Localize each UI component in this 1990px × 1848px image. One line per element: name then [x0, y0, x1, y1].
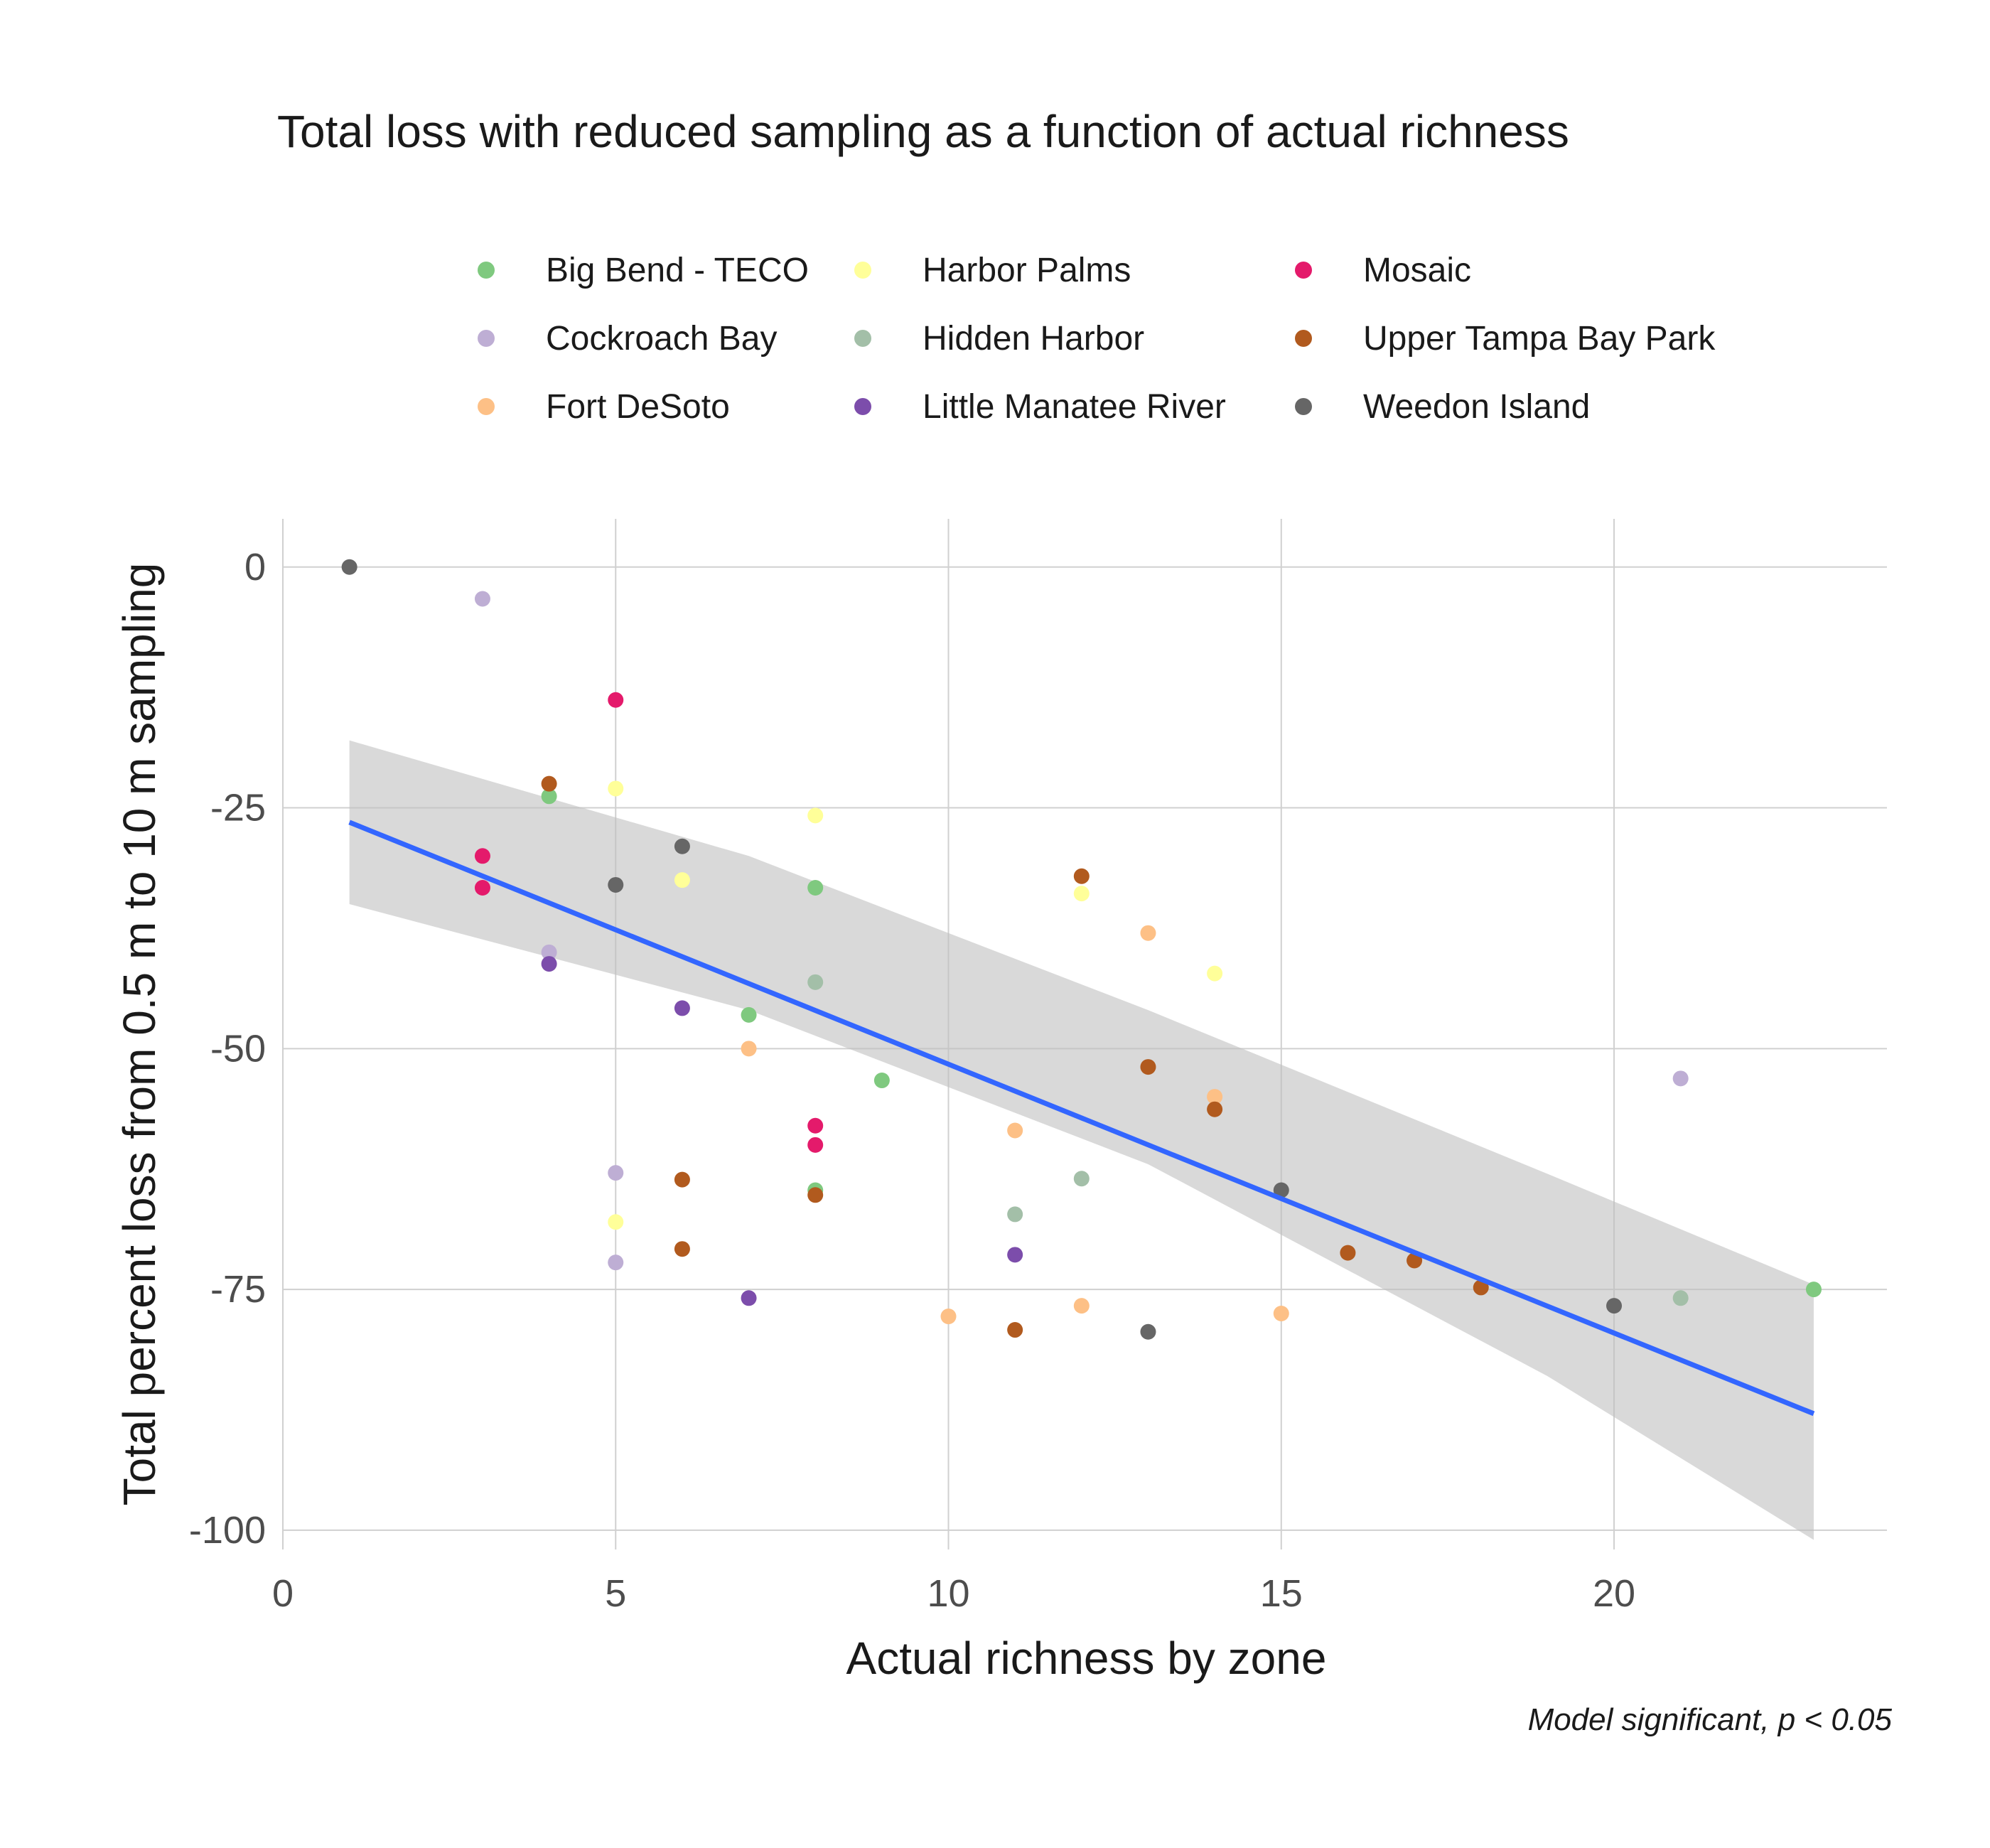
- point-hidden-harbor: [807, 974, 824, 990]
- point-mosaic: [807, 1137, 824, 1153]
- point-fort-desoto: [1273, 1305, 1289, 1321]
- point-harbor-palms: [1207, 965, 1223, 982]
- point-little-manatee-river: [541, 956, 557, 972]
- legend-item-big-bend-teco: Big Bend - TECO: [469, 249, 809, 291]
- significance-caption: Model significant, p < 0.05: [1527, 1702, 1892, 1737]
- legend-marker: [1295, 330, 1312, 347]
- x-axis-label: Actual richness by zone: [846, 1633, 1327, 1684]
- legend-marker: [854, 262, 871, 279]
- regression-line: [348, 820, 1815, 1417]
- y-tick-label: 0: [244, 546, 266, 589]
- point-big-bend-teco: [1805, 1282, 1822, 1298]
- legend-label: Harbor Palms: [923, 251, 1131, 289]
- legend-label: Big Bend - TECO: [546, 251, 809, 289]
- legend-item-weedon-island: Weedon Island: [1286, 385, 1590, 428]
- point-little-manatee-river: [741, 1290, 757, 1306]
- point-upper-tampa-bay-park: [674, 1171, 690, 1188]
- legend-item-cockroach-bay: Cockroach Bay: [469, 317, 777, 360]
- point-upper-tampa-bay-park: [1340, 1245, 1356, 1261]
- point-fort-desoto: [1140, 925, 1156, 941]
- point-weedon-island: [1273, 1182, 1289, 1198]
- legend-marker: [854, 398, 871, 415]
- point-big-bend-teco: [741, 1006, 757, 1023]
- point-big-bend-teco: [873, 1073, 890, 1089]
- point-upper-tampa-bay-park: [1140, 1059, 1156, 1075]
- point-harbor-palms: [674, 872, 690, 888]
- point-fort-desoto: [940, 1309, 957, 1325]
- x-tick-label: 15: [1260, 1572, 1303, 1615]
- y-axis-label: Total percent loss from 0.5 m to 10 m sa…: [114, 563, 165, 1506]
- point-harbor-palms: [608, 780, 624, 797]
- point-upper-tampa-bay-park: [1073, 868, 1090, 884]
- point-mosaic: [608, 692, 624, 708]
- legend-marker: [854, 330, 871, 347]
- y-tick-label: -50: [210, 1027, 266, 1070]
- legend-marker: [478, 330, 495, 347]
- point-weedon-island: [1606, 1298, 1623, 1314]
- point-mosaic: [474, 848, 490, 864]
- point-cockroach-bay: [608, 1255, 624, 1271]
- point-cockroach-bay: [1672, 1070, 1689, 1087]
- x-tick-label: 5: [605, 1572, 626, 1615]
- legend-label: Mosaic: [1363, 251, 1472, 289]
- legend-item-fort-desoto: Fort DeSoto: [469, 385, 730, 428]
- legend-item-hidden-harbor: Hidden Harbor: [846, 317, 1144, 360]
- point-weedon-island: [674, 838, 690, 854]
- point-weedon-island: [1140, 1323, 1156, 1340]
- point-upper-tampa-bay-park: [807, 1187, 824, 1203]
- point-fort-desoto: [1007, 1122, 1023, 1139]
- legend-label: Little Manatee River: [923, 387, 1226, 426]
- legend-marker: [478, 262, 495, 279]
- y-tick-label: -100: [189, 1509, 266, 1552]
- point-big-bend-teco: [541, 788, 557, 805]
- legend-label: Cockroach Bay: [546, 319, 778, 358]
- point-harbor-palms: [1073, 886, 1090, 902]
- point-hidden-harbor: [1672, 1290, 1689, 1306]
- point-harbor-palms: [807, 807, 824, 824]
- confidence-band: [349, 740, 1814, 1540]
- legend-item-upper-tampa-bay-park: Upper Tampa Bay Park: [1286, 317, 1715, 360]
- point-upper-tampa-bay-park: [1473, 1279, 1489, 1296]
- point-weedon-island: [608, 876, 624, 893]
- x-tick-label: 10: [927, 1572, 969, 1615]
- point-weedon-island: [341, 559, 357, 575]
- point-upper-tampa-bay-park: [1207, 1101, 1223, 1117]
- point-big-bend-teco: [807, 880, 824, 896]
- point-cockroach-bay: [474, 591, 490, 607]
- y-tick-label: -75: [210, 1268, 266, 1311]
- chart-title: Total loss with reduced sampling as a fu…: [277, 106, 1569, 157]
- point-fort-desoto: [1073, 1298, 1090, 1314]
- legend-marker: [478, 398, 495, 415]
- legend: Big Bend - TECO Cockroach Bay Fort DeSoto H…: [469, 249, 1819, 455]
- point-hidden-harbor: [1073, 1171, 1090, 1187]
- legend-label: Hidden Harbor: [923, 319, 1145, 358]
- legend-marker: [1295, 262, 1312, 279]
- legend-label: Weedon Island: [1363, 387, 1591, 426]
- legend-item-mosaic: Mosaic: [1286, 249, 1471, 291]
- legend-label: Upper Tampa Bay Park: [1363, 319, 1716, 358]
- point-harbor-palms: [608, 1214, 624, 1230]
- point-little-manatee-river: [674, 1000, 690, 1016]
- point-fort-desoto: [1207, 1089, 1223, 1105]
- point-cockroach-bay: [608, 1165, 624, 1181]
- point-mosaic: [807, 1117, 824, 1134]
- legend-item-little-manatee-river: Little Manatee River: [846, 385, 1226, 428]
- legend-item-harbor-palms: Harbor Palms: [846, 249, 1131, 291]
- legend-marker: [1295, 398, 1312, 415]
- point-upper-tampa-bay-park: [541, 775, 557, 792]
- point-fort-desoto: [741, 1041, 757, 1057]
- x-tick-label: 20: [1593, 1572, 1635, 1615]
- point-upper-tampa-bay-park: [674, 1241, 690, 1257]
- y-tick-label: -25: [210, 787, 266, 829]
- point-mosaic: [474, 880, 490, 896]
- point-upper-tampa-bay-park: [1007, 1322, 1023, 1338]
- x-tick-label: 0: [272, 1572, 294, 1615]
- legend-label: Fort DeSoto: [546, 387, 730, 426]
- point-cockroach-bay: [541, 944, 557, 960]
- point-hidden-harbor: [1007, 1206, 1023, 1223]
- point-little-manatee-river: [1007, 1247, 1023, 1263]
